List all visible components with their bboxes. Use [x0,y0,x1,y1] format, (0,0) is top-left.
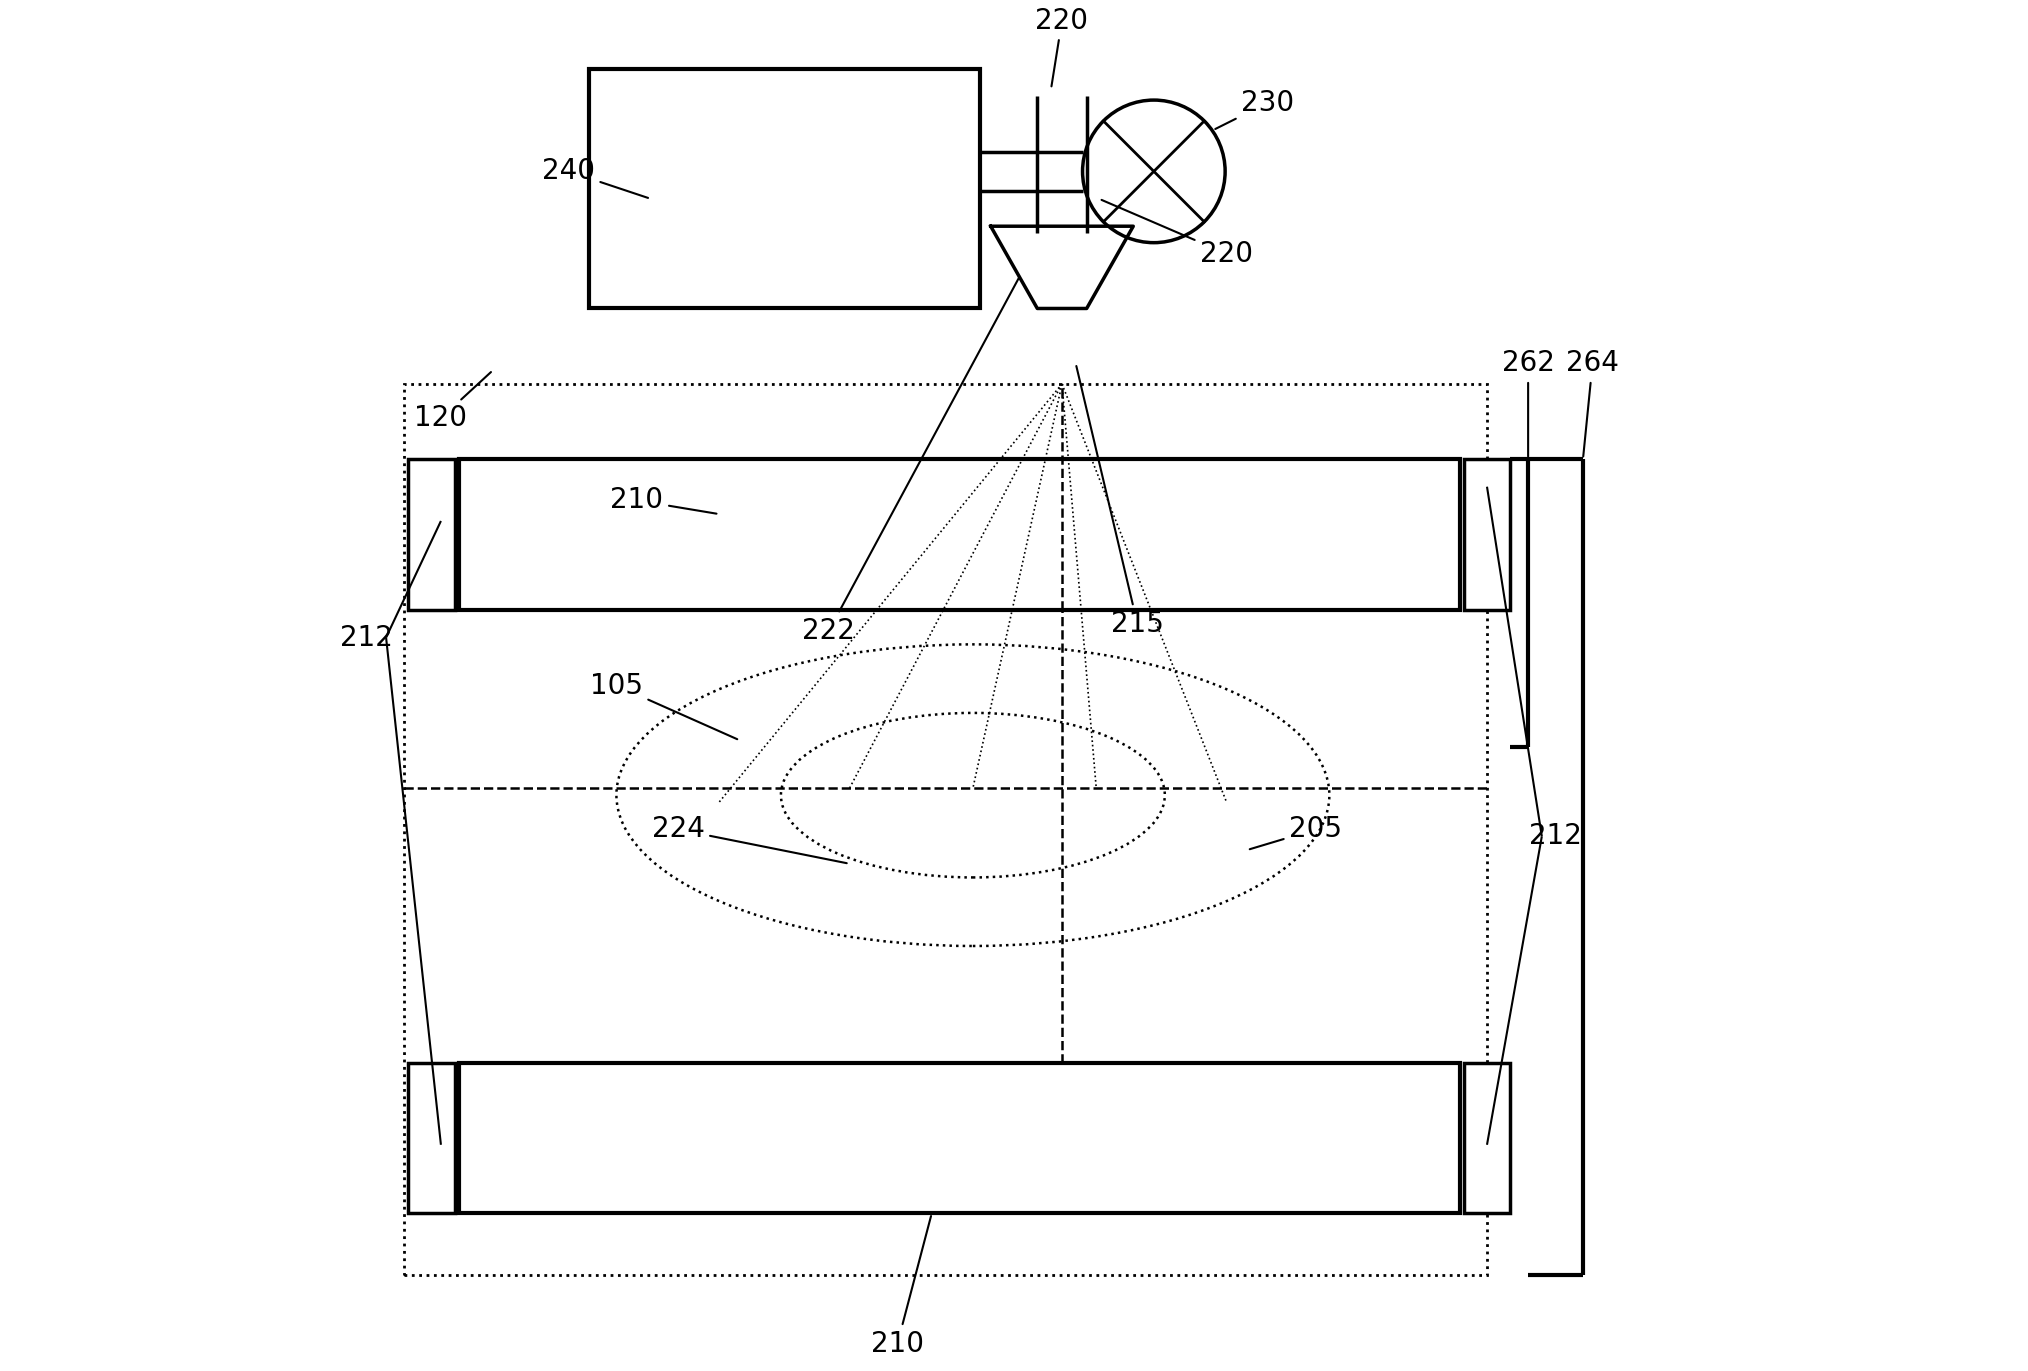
Text: 212: 212 [341,624,393,651]
Text: 120: 120 [414,372,491,432]
Bar [458,1063,1460,1213]
Text: 220: 220 [1036,7,1089,86]
Text: 230: 230 [1215,89,1294,129]
Bar [458,459,1460,610]
Text: 105: 105 [590,672,738,739]
Text: 240: 240 [541,158,649,197]
Bar [408,1063,454,1213]
Text: 222: 222 [803,277,1020,644]
Text: 262: 262 [1501,350,1555,457]
Text: 210: 210 [610,487,716,514]
Text: 224: 224 [651,816,848,864]
Text: 210: 210 [870,1216,931,1357]
Text: 212: 212 [1529,823,1582,850]
Bar [404,384,1487,1275]
Polygon shape [992,226,1134,308]
Text: 215: 215 [1077,366,1164,638]
Bar [1464,1063,1511,1213]
Bar [1464,459,1511,610]
Bar [408,459,454,610]
Text: 220: 220 [1101,200,1253,267]
Bar [588,69,980,308]
Text: 205: 205 [1249,816,1343,849]
Text: 264: 264 [1566,350,1618,457]
